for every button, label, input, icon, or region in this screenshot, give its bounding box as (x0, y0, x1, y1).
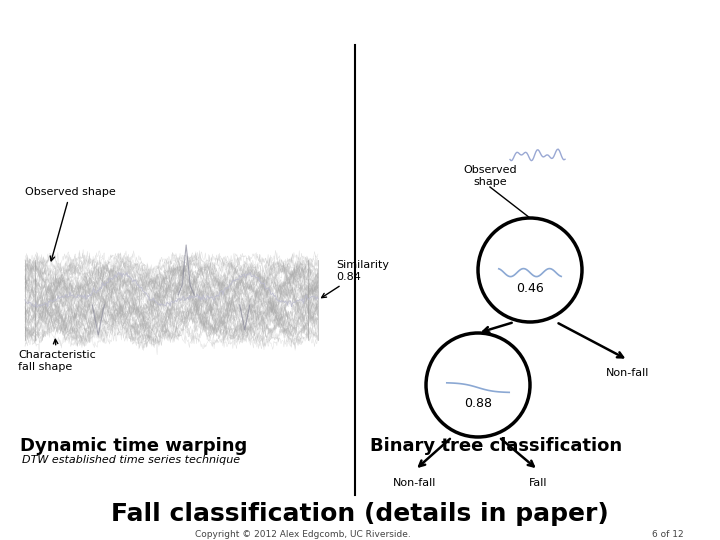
Text: Copyright © 2012 Alex Edgcomb, UC Riverside.: Copyright © 2012 Alex Edgcomb, UC Rivers… (194, 530, 410, 539)
Text: Observed shape: Observed shape (25, 187, 116, 261)
Text: Non-fall: Non-fall (606, 368, 649, 378)
Text: DTW established time series technique: DTW established time series technique (22, 455, 240, 465)
Text: Observed
shape: Observed shape (463, 165, 517, 187)
Text: 0.88: 0.88 (464, 397, 492, 410)
Text: Fall classification (details in paper): Fall classification (details in paper) (111, 502, 609, 526)
Text: 6 of 12: 6 of 12 (652, 530, 684, 539)
Text: Similarity
0.84: Similarity 0.84 (322, 260, 389, 298)
Text: Fall: Fall (528, 478, 547, 488)
Text: Dynamic time warping: Dynamic time warping (20, 437, 247, 455)
Text: Non-fall: Non-fall (393, 478, 437, 488)
Text: Characteristic
fall shape: Characteristic fall shape (18, 339, 96, 372)
Text: 0.46: 0.46 (516, 282, 544, 295)
Text: Binary tree classification: Binary tree classification (370, 437, 622, 455)
